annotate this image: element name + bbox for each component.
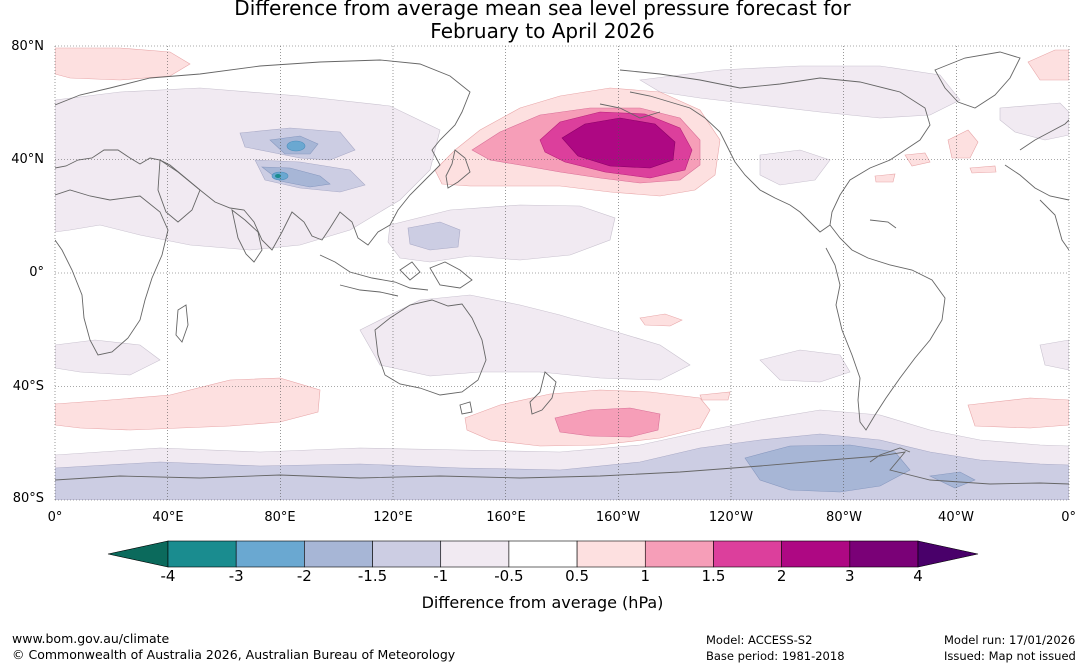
colorbar-cell: [167, 540, 237, 568]
colorbar-cell: [304, 540, 373, 568]
title-line-1: Difference from average mean sea level p…: [234, 0, 851, 20]
lat-label-0: 0°: [29, 265, 44, 280]
colorbar-cell: [781, 540, 851, 568]
colorbar-cell: [713, 540, 782, 568]
lon-label-160e: 160°E: [486, 510, 526, 525]
anomaly-map: [54, 45, 1070, 501]
colorbar-cell: [644, 540, 714, 568]
colorbar-tick-label: -1.5: [357, 567, 388, 585]
colorbar-tick-label: 1.5: [701, 567, 726, 585]
colorbar-tick-label: 4: [913, 567, 923, 585]
lon-label-40w: 40°W: [938, 510, 974, 525]
lon-label-80w: 80°W: [826, 510, 862, 525]
colorbar-cells: [167, 540, 919, 568]
lon-label-0-right: 0°: [1061, 510, 1076, 525]
colorbar-tick-label: -0.5: [494, 567, 524, 585]
footer-issued: Issued: Map not issued: [944, 649, 1076, 663]
colorbar-under-arrow: [107, 540, 169, 568]
colorbar-tick-label: 1: [640, 567, 651, 585]
colorbar-tick-label: -2: [296, 567, 312, 585]
colorbar-cell: [508, 540, 578, 568]
colorbar-cell: [372, 540, 442, 568]
colorbar-tick-label: -4: [160, 567, 176, 585]
colorbar-tick-label: -1: [433, 567, 449, 585]
lon-label-0-left: 0°: [47, 510, 63, 525]
lat-label-40n: 40°N: [11, 152, 44, 167]
colorbar-cell: [849, 540, 919, 568]
colorbar-tick-label: -3: [228, 567, 244, 585]
lat-label-80n: 80°N: [11, 39, 44, 54]
footer-copyright: © Commonwealth of Australia 2026, Austra…: [12, 647, 456, 662]
contour-neg-3: [275, 174, 281, 178]
colorbar-tick-label: 3: [845, 567, 855, 585]
colorbar-cell: [576, 540, 646, 568]
footer-website: www.bom.gov.au/climate: [12, 631, 170, 646]
coastlines: [55, 51, 1069, 485]
anomaly-contours: [55, 47, 1069, 500]
lat-label-80s: 80°S: [12, 491, 44, 506]
colorbar-tick-label: 0.5: [565, 567, 589, 585]
colorbar-tick-label: 2: [776, 567, 787, 585]
lon-label-120e: 120°E: [373, 510, 413, 525]
footer-model-run: Model run: 17/01/2026: [944, 633, 1076, 647]
footer-base-period: Base period: 1981-2018: [706, 649, 845, 663]
colorbar: [107, 540, 979, 568]
footer-model: Model: ACCESS-S2: [706, 633, 813, 647]
graticule: [54, 45, 1070, 501]
title-line-2: February to April 2026: [430, 19, 655, 43]
colorbar-cell: [440, 540, 510, 568]
lon-label-40e: 40°E: [152, 510, 184, 525]
lat-label-40s: 40°S: [12, 379, 44, 394]
lon-label-120w: 120°W: [708, 510, 754, 525]
colorbar-over-arrow: [917, 540, 979, 568]
lon-label-160w: 160°W: [595, 510, 641, 525]
lon-label-80e: 80°E: [264, 510, 296, 525]
map-title: Difference from average mean sea level p…: [0, 0, 1085, 43]
colorbar-cell: [235, 540, 305, 568]
colorbar-label: Difference from average (hPa): [421, 593, 664, 612]
